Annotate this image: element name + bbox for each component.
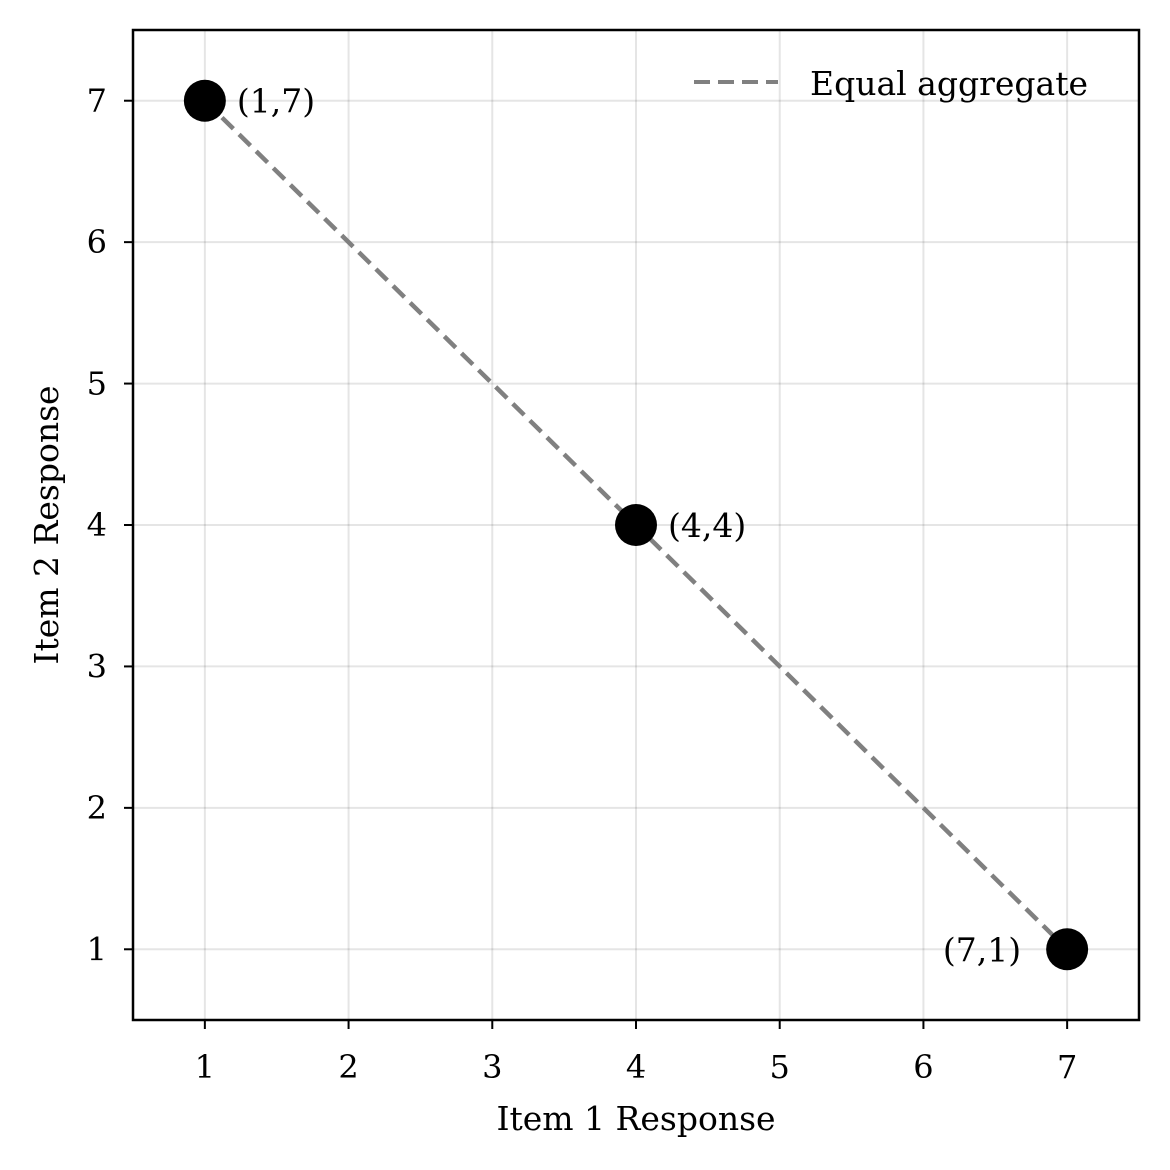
data-point [615,504,657,546]
x-tick-label: 4 [626,1048,646,1086]
data-point [1046,928,1089,971]
y-tick-label: 1 [87,930,107,968]
y-tick-label: 5 [87,365,107,403]
data-point [183,79,226,122]
point-label: (7,1) [943,930,1021,969]
x-tick-label: 6 [913,1048,933,1086]
point-layer [183,79,1089,971]
x-tick-label: 3 [482,1048,502,1086]
legend-entry-equal-aggregate: Equal aggregate [810,64,1088,103]
x-tick-label: 5 [770,1048,790,1086]
y-tick-label: 6 [87,223,107,261]
tick-layer: 1 2 3 4 5 6 7 1 2 3 4 5 6 7 [87,82,1078,1086]
grid [133,30,1139,1020]
point-label-layer: (1,7) (4,4) (7,1) [237,82,1021,970]
x-tick-label: 2 [338,1048,358,1086]
y-axis-label: Item 2 Response [27,385,66,664]
point-label: (4,4) [668,506,746,545]
y-tick-label: 4 [87,506,107,544]
y-tick-label: 3 [87,647,107,685]
y-tick-label: 7 [87,82,107,120]
x-axis-label: Item 1 Response [496,1099,775,1138]
point-label: (1,7) [237,82,315,121]
y-tick-label: 2 [87,789,107,827]
x-tick-label: 1 [195,1048,215,1086]
x-tick-label: 7 [1057,1048,1077,1086]
legend: Equal aggregate [694,64,1088,103]
